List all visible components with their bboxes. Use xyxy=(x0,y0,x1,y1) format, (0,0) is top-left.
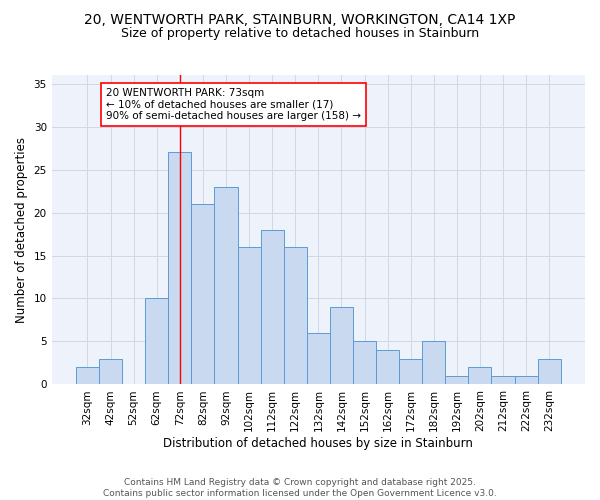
Bar xyxy=(469,368,491,384)
Text: Contains HM Land Registry data © Crown copyright and database right 2025.
Contai: Contains HM Land Registry data © Crown c… xyxy=(103,478,497,498)
Bar xyxy=(515,376,538,384)
Bar xyxy=(399,358,422,384)
Bar xyxy=(376,350,399,384)
X-axis label: Distribution of detached houses by size in Stainburn: Distribution of detached houses by size … xyxy=(163,437,473,450)
Bar xyxy=(445,376,469,384)
Bar xyxy=(99,358,122,384)
Bar xyxy=(422,342,445,384)
Bar xyxy=(330,307,353,384)
Bar xyxy=(307,333,330,384)
Bar xyxy=(191,204,214,384)
Text: 20 WENTWORTH PARK: 73sqm
← 10% of detached houses are smaller (17)
90% of semi-d: 20 WENTWORTH PARK: 73sqm ← 10% of detach… xyxy=(106,88,361,121)
Bar xyxy=(76,368,99,384)
Bar xyxy=(214,186,238,384)
Text: 20, WENTWORTH PARK, STAINBURN, WORKINGTON, CA14 1XP: 20, WENTWORTH PARK, STAINBURN, WORKINGTO… xyxy=(85,12,515,26)
Bar xyxy=(238,247,260,384)
Bar xyxy=(284,247,307,384)
Bar xyxy=(538,358,561,384)
Text: Size of property relative to detached houses in Stainburn: Size of property relative to detached ho… xyxy=(121,28,479,40)
Bar xyxy=(168,152,191,384)
Bar xyxy=(491,376,515,384)
Bar xyxy=(353,342,376,384)
Bar xyxy=(145,298,168,384)
Bar xyxy=(260,230,284,384)
Y-axis label: Number of detached properties: Number of detached properties xyxy=(15,136,28,322)
